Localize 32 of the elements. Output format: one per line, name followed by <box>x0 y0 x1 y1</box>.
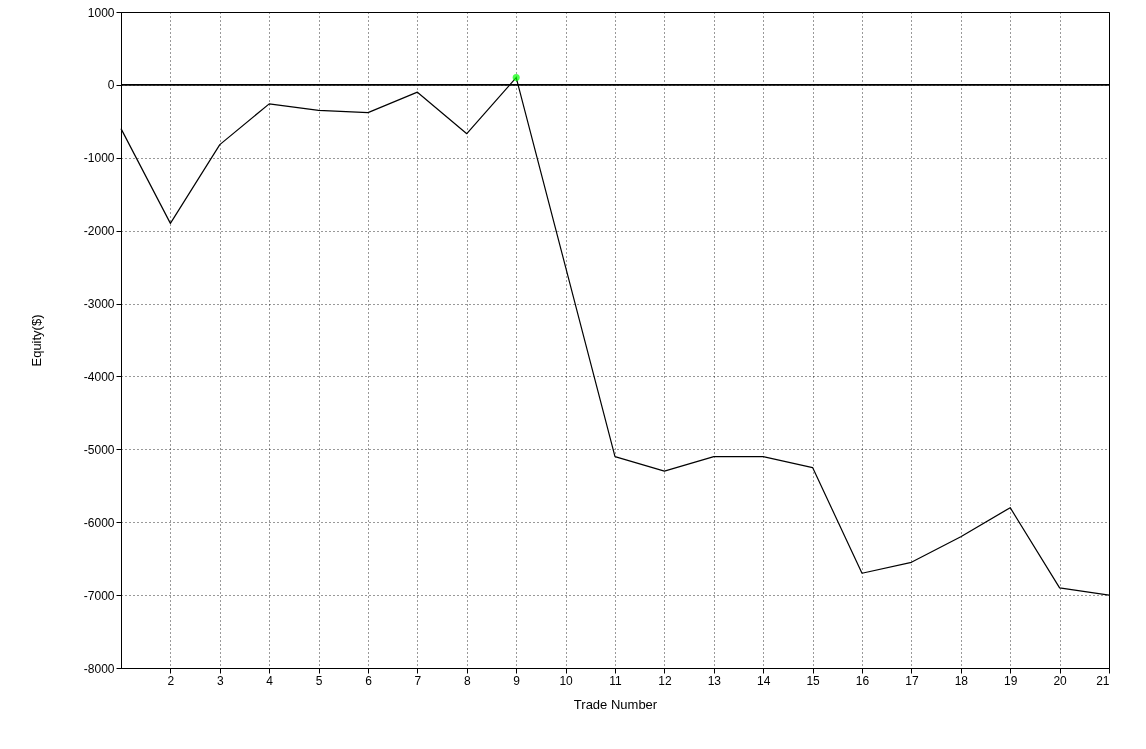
x-tick-label: 14 <box>757 673 771 688</box>
x-tick-label: 8 <box>463 673 471 688</box>
x-tick-label: 20 <box>1053 673 1068 688</box>
x-tick-label: 6 <box>365 673 373 688</box>
x-tick-label: 9 <box>513 673 521 688</box>
x-tick-label: 16 <box>855 673 870 688</box>
x-tick-label: 12 <box>658 673 672 688</box>
x-tick-label: 5 <box>315 673 323 688</box>
y-tick-label: -5000 <box>83 442 115 457</box>
x-tick-label: 15 <box>806 673 821 688</box>
x-tick-label: 7 <box>414 673 422 688</box>
x-tick-label: 4 <box>266 673 274 688</box>
y-axis-title: Equity($) <box>28 314 44 367</box>
x-axis-title: Trade Number <box>573 696 658 712</box>
y-tick-label: -4000 <box>83 369 115 384</box>
y-tick-label: -1000 <box>83 151 115 166</box>
y-tick-label: -2000 <box>83 224 115 239</box>
x-tick-label: 21 <box>1096 673 1110 688</box>
y-tick-label: 0 <box>107 78 115 93</box>
x-tick-label: 19 <box>1004 673 1018 688</box>
x-tick-label: 11 <box>609 673 623 688</box>
x-tick-label: 2 <box>167 673 175 688</box>
y-tick-label: 1000 <box>87 5 115 20</box>
x-tick-label: 13 <box>707 673 722 688</box>
y-tick-label: -6000 <box>83 515 115 530</box>
y-tick-label: -3000 <box>83 297 115 312</box>
y-tick-label: -7000 <box>83 588 115 603</box>
x-tick-label: 17 <box>905 673 919 688</box>
x-tick-label: 18 <box>954 673 969 688</box>
y-tick-label: -8000 <box>83 661 115 676</box>
x-tick-label: 3 <box>216 673 224 688</box>
x-tick-label: 10 <box>559 673 574 688</box>
